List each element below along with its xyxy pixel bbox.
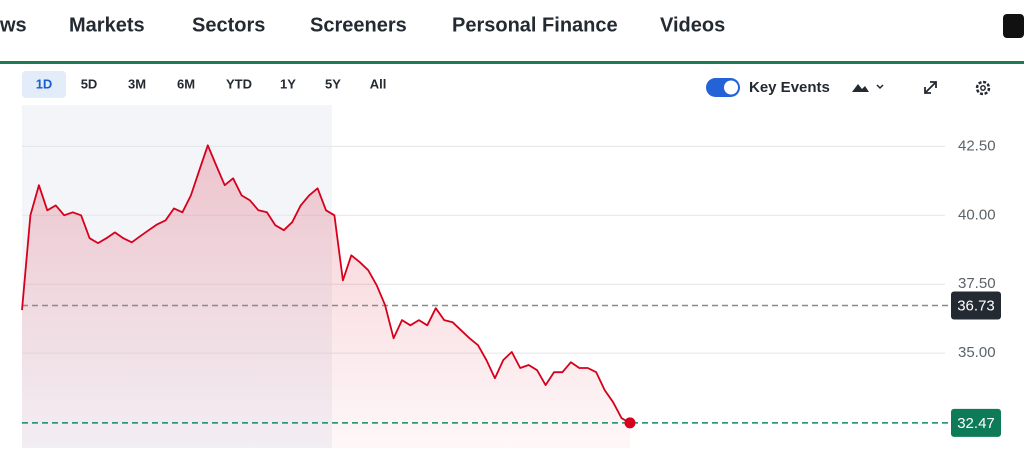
- key-events-label: Key Events: [749, 79, 830, 96]
- settings-icon[interactable]: [975, 80, 991, 96]
- nav-edge-icon: [1003, 14, 1024, 38]
- nav-item[interactable]: ws: [0, 14, 27, 36]
- expand-icon[interactable]: [924, 81, 937, 94]
- range-button[interactable]: 6M: [177, 76, 195, 91]
- chart-type-icon[interactable]: [852, 84, 869, 92]
- range-button[interactable]: YTD: [226, 76, 252, 91]
- reference-label: 32.47: [957, 415, 995, 432]
- nav-item[interactable]: Markets: [69, 14, 145, 36]
- range-button[interactable]: 5D: [81, 76, 98, 91]
- nav-item[interactable]: Sectors: [192, 14, 265, 36]
- nav-item[interactable]: Videos: [660, 14, 725, 36]
- range-button[interactable]: 1Y: [280, 76, 296, 91]
- price-area: [22, 145, 630, 449]
- toggle-knob: [724, 80, 738, 95]
- price-line: [21, 144, 631, 424]
- range-button[interactable]: All: [370, 76, 387, 91]
- range-button[interactable]: 1D: [36, 76, 53, 91]
- nav-item[interactable]: Screeners: [310, 14, 407, 36]
- range-selected-bg: [22, 71, 66, 98]
- y-tick-label: 40.00: [958, 206, 996, 223]
- y-tick-label: 37.50: [958, 275, 996, 292]
- settings-icon-core: [980, 85, 986, 91]
- reference-label-bg: [951, 291, 1001, 320]
- y-tick-label: 42.50: [958, 137, 996, 154]
- nav-item[interactable]: Personal Finance: [452, 14, 618, 36]
- range-button[interactable]: 3M: [128, 76, 146, 91]
- nav-underline: [0, 61, 1024, 64]
- last-price-dot: [624, 417, 636, 429]
- range-button[interactable]: 5Y: [325, 76, 341, 91]
- chevron: [876, 84, 884, 90]
- y-tick-label: 35.00: [958, 344, 996, 361]
- reference-label-bg: [951, 408, 1001, 437]
- reference-label: 36.73: [957, 297, 995, 314]
